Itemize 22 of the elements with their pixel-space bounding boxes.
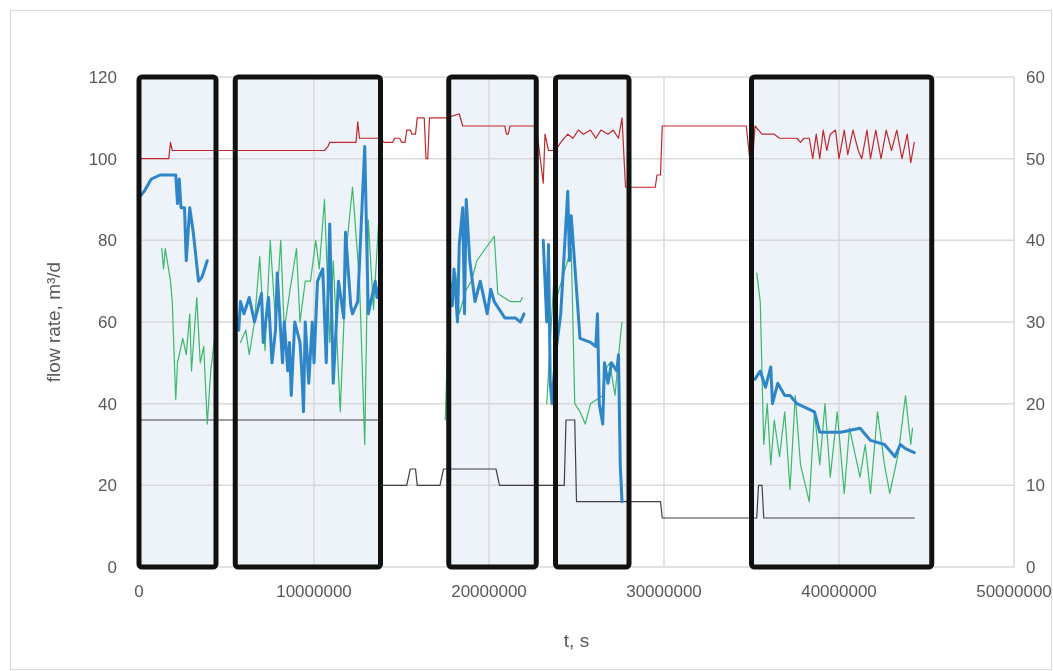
y2-tick-label: 0 bbox=[1026, 557, 1036, 577]
y2-tick-label: 50 bbox=[1026, 149, 1045, 169]
y-tick-label: 80 bbox=[98, 231, 117, 251]
y2-tick-label: 10 bbox=[1026, 476, 1045, 496]
y-tick-label: 60 bbox=[98, 312, 117, 332]
x-tick-label: 40000000 bbox=[801, 582, 877, 601]
x-tick-label: 0 bbox=[134, 582, 144, 601]
x-tick-label: 50000000 bbox=[976, 582, 1052, 601]
y2-tick-label: 60 bbox=[1026, 67, 1045, 87]
y2-tick-label: 20 bbox=[1026, 394, 1045, 414]
y2-tick-label: 40 bbox=[1026, 231, 1045, 251]
x-axis-title: t, s bbox=[563, 630, 590, 651]
y-tick-label: 0 bbox=[107, 557, 117, 577]
y-tick-label: 100 bbox=[88, 149, 117, 169]
x-tick-label: 20000000 bbox=[451, 582, 527, 601]
y-axis-title: flow rate, m³/d bbox=[43, 261, 64, 383]
x-tick-label: 10000000 bbox=[276, 582, 352, 601]
y-tick-label: 40 bbox=[98, 394, 117, 414]
x-tick-label: 30000000 bbox=[626, 582, 702, 601]
y-tick-label: 20 bbox=[98, 476, 117, 496]
y-tick-label: 120 bbox=[88, 67, 117, 87]
y2-tick-label: 30 bbox=[1026, 312, 1045, 332]
